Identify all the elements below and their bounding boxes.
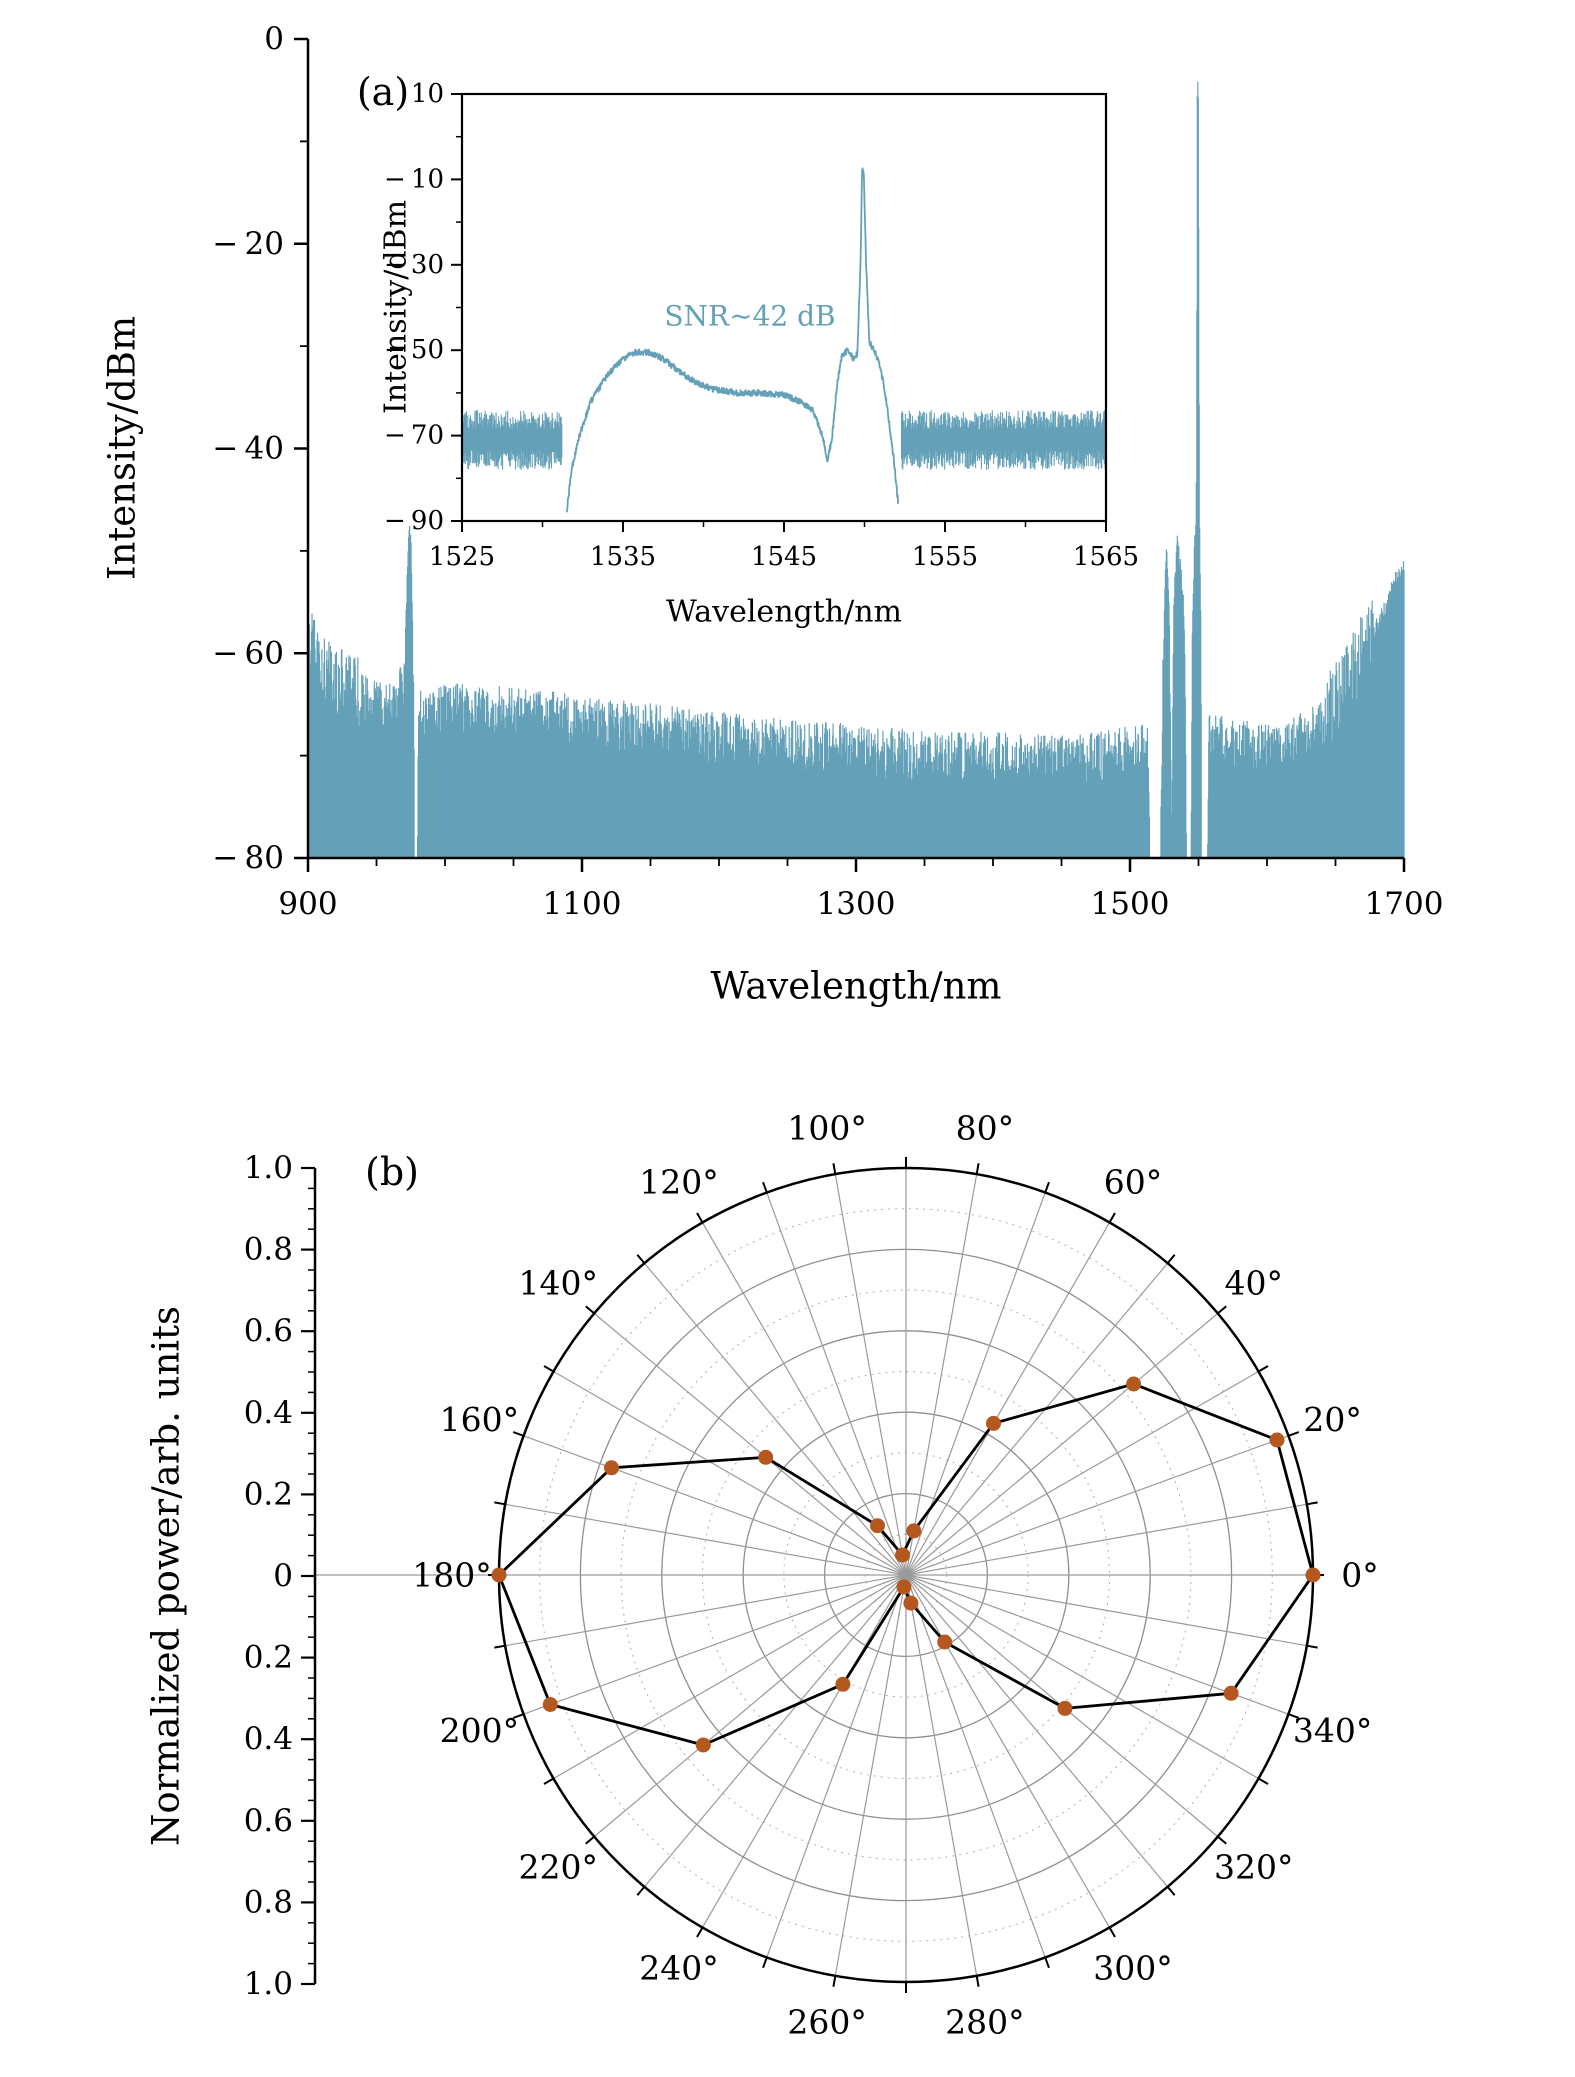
- panel-a-label: (a): [356, 70, 410, 114]
- svg-text:240°: 240°: [639, 1949, 719, 1988]
- inset-y-axis-title: Intensity/dBm: [378, 199, 414, 415]
- svg-text:1535: 1535: [590, 542, 656, 572]
- svg-text:0: 0: [264, 21, 284, 57]
- svg-text:1525: 1525: [429, 542, 495, 572]
- polar-data-point: [758, 1449, 774, 1465]
- polar-data-point: [1126, 1376, 1142, 1392]
- svg-text:60°: 60°: [1104, 1162, 1163, 1201]
- panel-b-label: (b): [365, 1150, 419, 1194]
- polar-data-point: [870, 1518, 885, 1534]
- panel-b: 0° 20° 40° 60° 80° 100° 120° 140° 160° 180° 200° 22…: [244, 1108, 1379, 2041]
- polar-data-point: [895, 1547, 910, 1563]
- svg-text:0.8: 0.8: [244, 1232, 293, 1268]
- polar-data-point: [604, 1460, 619, 1476]
- svg-text:1.0: 1.0: [244, 1150, 293, 1186]
- svg-text:1565: 1565: [1073, 542, 1139, 572]
- svg-text:180°: 180°: [412, 1556, 492, 1595]
- svg-text:300°: 300°: [1093, 1949, 1173, 1988]
- polar-data-point: [1269, 1432, 1285, 1448]
- panel-b-y-axis-title: Normalized power/arb. units: [144, 1306, 188, 1846]
- inset-signal-trace: [565, 167, 900, 513]
- panel-a-y-axis-title: Intensity/dBm: [100, 315, 144, 581]
- svg-text:1300: 1300: [817, 886, 896, 922]
- svg-text:0.8: 0.8: [244, 1884, 293, 1920]
- svg-text:160°: 160°: [440, 1400, 520, 1439]
- svg-text:− 20: − 20: [212, 226, 284, 262]
- polar-data-point: [1223, 1685, 1239, 1701]
- svg-text:0.4: 0.4: [244, 1721, 293, 1757]
- svg-text:− 70: − 70: [384, 421, 444, 451]
- svg-text:0: 0: [273, 1558, 293, 1594]
- svg-text:0.2: 0.2: [244, 1640, 293, 1676]
- svg-text:1100: 1100: [543, 886, 622, 922]
- svg-text:1700: 1700: [1365, 886, 1444, 922]
- polar-data-point: [491, 1567, 507, 1583]
- svg-text:340°: 340°: [1293, 1711, 1373, 1750]
- svg-text:10: 10: [411, 79, 444, 109]
- svg-text:900: 900: [278, 886, 337, 922]
- svg-text:1500: 1500: [1091, 886, 1170, 922]
- polar-data-point: [695, 1737, 711, 1753]
- svg-text:− 60: − 60: [212, 635, 284, 671]
- panel-a-x-axis-title: Wavelength/nm: [710, 964, 1002, 1008]
- svg-text:140°: 140°: [518, 1264, 598, 1303]
- svg-text:40°: 40°: [1225, 1264, 1284, 1303]
- svg-text:0.6: 0.6: [244, 1313, 293, 1349]
- panel-a-inset: 10 − 10 − 30 − 50 − 70 − 90 1525 1535 1545 1555 15…: [384, 79, 1139, 572]
- svg-text:0.2: 0.2: [244, 1476, 293, 1512]
- svg-text:80°: 80°: [956, 1108, 1015, 1147]
- polar-data-point: [896, 1579, 912, 1595]
- polar-data-point: [903, 1595, 919, 1611]
- svg-text:− 40: − 40: [212, 431, 284, 467]
- svg-text:260°: 260°: [787, 2003, 867, 2042]
- polar-data-point: [986, 1415, 1001, 1431]
- svg-text:− 30: − 30: [384, 250, 444, 280]
- inset-x-axis-title: Wavelength/nm: [666, 594, 902, 630]
- svg-text:200°: 200°: [440, 1711, 520, 1750]
- polar-data-point: [937, 1634, 953, 1650]
- svg-text:320°: 320°: [1214, 1847, 1294, 1886]
- svg-text:1.0: 1.0: [244, 1966, 293, 2002]
- svg-text:− 10: − 10: [384, 164, 444, 194]
- svg-text:280°: 280°: [945, 2003, 1025, 2042]
- inset-noise-band: [900, 410, 1107, 470]
- svg-text:− 80: − 80: [212, 840, 284, 876]
- svg-text:− 90: − 90: [384, 506, 444, 536]
- svg-text:0°: 0°: [1341, 1556, 1379, 1595]
- panel-a: 0 − 20 − 40 − 60 − 80 900 1100 1300 1500 1700: [212, 21, 1443, 922]
- polar-data-point: [1057, 1700, 1073, 1716]
- snr-annotation: SNR∼42 dB: [664, 299, 836, 333]
- svg-text:0.6: 0.6: [244, 1803, 293, 1839]
- svg-text:− 50: − 50: [384, 335, 444, 365]
- polar-data-point: [835, 1676, 851, 1692]
- polar-data-point: [1305, 1567, 1321, 1583]
- polar-data-point: [906, 1523, 922, 1539]
- svg-text:0.4: 0.4: [244, 1395, 293, 1431]
- svg-text:220°: 220°: [518, 1847, 598, 1886]
- svg-text:1545: 1545: [751, 542, 817, 572]
- svg-text:120°: 120°: [639, 1162, 719, 1201]
- svg-text:20°: 20°: [1303, 1400, 1362, 1439]
- svg-text:100°: 100°: [787, 1108, 867, 1147]
- svg-text:1555: 1555: [912, 542, 978, 572]
- polar-data-point: [542, 1697, 558, 1712]
